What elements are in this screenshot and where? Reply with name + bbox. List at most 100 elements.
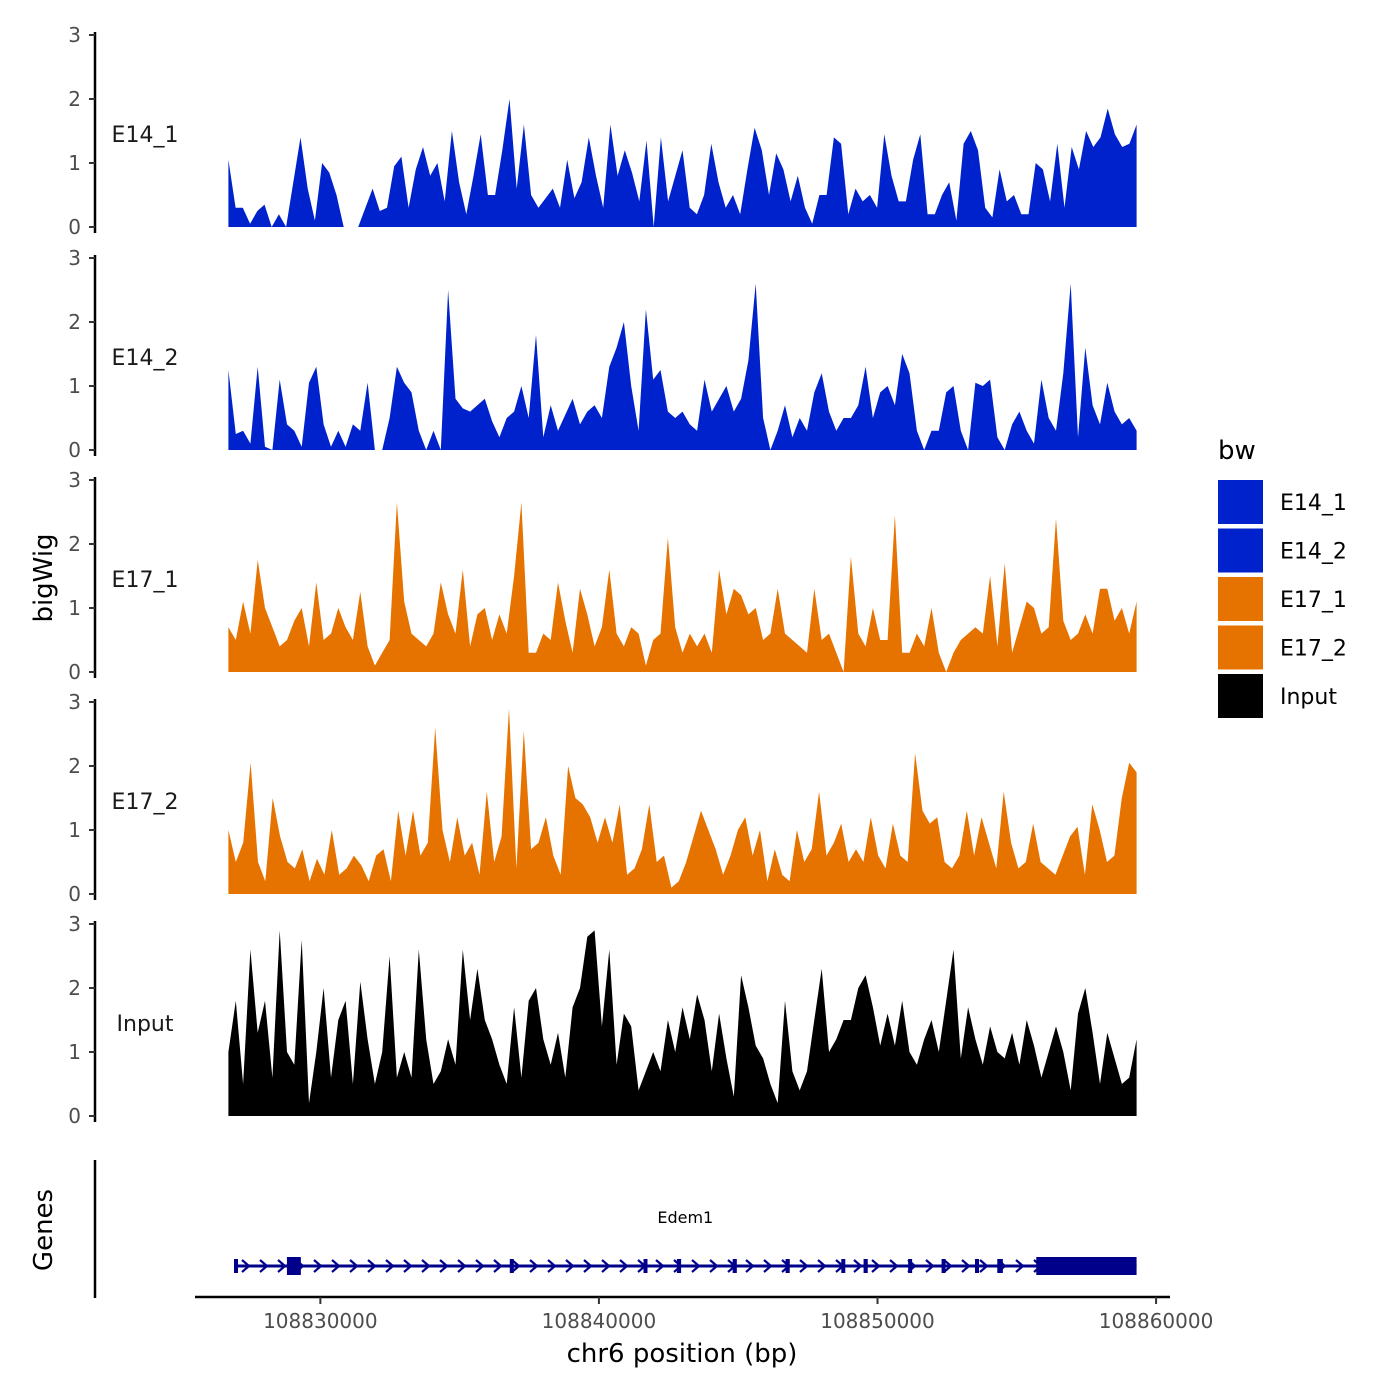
- legend-label-E17_1: E17_1: [1280, 588, 1347, 613]
- strand-arrow: [925, 1259, 935, 1273]
- gene-exon: [841, 1259, 846, 1273]
- strand-arrow: [601, 1259, 611, 1273]
- strand-arrow: [349, 1259, 359, 1273]
- y-tick-label: 0: [68, 1104, 81, 1128]
- strand-arrow: [331, 1259, 341, 1273]
- legend-label-E14_2: E14_2: [1280, 540, 1347, 565]
- x-tick-label: 108850000: [820, 1309, 935, 1333]
- y-tick-label: 0: [68, 438, 81, 462]
- y-tick-label: 0: [68, 660, 81, 684]
- strand-arrow: [511, 1259, 521, 1273]
- strand-arrow: [799, 1259, 809, 1273]
- strand-arrow: [691, 1259, 701, 1273]
- x-tick-label: 108860000: [1099, 1309, 1214, 1333]
- track-label: E17_1: [112, 568, 179, 593]
- x-tick-label: 108830000: [263, 1309, 378, 1333]
- strand-arrow: [745, 1259, 755, 1273]
- coverage-area-E14_1: [228, 99, 1137, 227]
- y-tick-label: 2: [68, 976, 81, 1000]
- legend-swatch-E14_1: [1218, 480, 1263, 524]
- y-axis-title: bigWig: [29, 533, 59, 622]
- y-tick-label: 2: [68, 310, 81, 334]
- legend-label-E17_2: E17_2: [1280, 637, 1347, 662]
- y-tick-label: 2: [68, 754, 81, 778]
- track-E14_2: 0 1 2 3 E14_2: [68, 246, 1137, 462]
- coverage-area-Input: [228, 930, 1137, 1116]
- strand-arrow: [961, 1259, 971, 1273]
- gene-exon: [997, 1259, 1003, 1273]
- y-tick-label: 1: [68, 1040, 81, 1064]
- legend-swatch-E14_2: [1218, 528, 1263, 573]
- coverage-area-E17_2: [228, 708, 1137, 894]
- coverage-area-E17_1: [228, 502, 1137, 672]
- coverage-tracks: 0 1 2 3 E14_1 0 1 2 3 E14_2 0 1 2 3 E17_1 0 1 2 3 E17_2 0 1 2 3…: [68, 23, 1137, 1128]
- track-Input: 0 1 2 3 Input: [68, 912, 1137, 1128]
- strand-arrow: [565, 1259, 575, 1273]
- track-label: E17_2: [112, 790, 179, 815]
- gene-exon: [732, 1259, 737, 1273]
- strand-arrow: [439, 1259, 449, 1273]
- track-label: E14_1: [112, 123, 179, 148]
- strand-arrow: [259, 1259, 269, 1273]
- strand-arrow: [367, 1259, 377, 1273]
- x-axis: 108830000 108840000 108850000 108860000: [195, 1295, 1214, 1333]
- strand-arrow: [313, 1259, 323, 1273]
- gene-track: Edem1: [93, 1160, 1137, 1298]
- y-tick-label: 0: [68, 215, 81, 239]
- strand-arrow: [655, 1259, 665, 1273]
- gene-exon: [863, 1259, 868, 1273]
- legend: bw E14_1 E14_2 E17_1 E17_2 Input: [1218, 436, 1347, 718]
- legend-swatch-E17_2: [1218, 625, 1263, 670]
- strand-arrow: [421, 1259, 431, 1273]
- strand-arrow: [1015, 1259, 1025, 1273]
- gene-label: Edem1: [657, 1208, 713, 1227]
- gene-exon: [941, 1259, 946, 1273]
- gene-exon: [509, 1259, 514, 1273]
- track-label: E14_2: [112, 346, 179, 371]
- strand-arrow: [709, 1259, 719, 1273]
- strand-arrow: [385, 1259, 395, 1273]
- y-tick-label: 0: [68, 882, 81, 906]
- coverage-area-E14_2: [228, 283, 1137, 450]
- gene-Edem1: Edem1: [234, 1208, 1137, 1275]
- legend-swatch-E17_1: [1218, 577, 1263, 621]
- y-tick-label: 1: [68, 374, 81, 398]
- strand-arrow: [889, 1259, 899, 1273]
- strand-arrow: [943, 1259, 953, 1273]
- gene-exon: [643, 1259, 648, 1273]
- strand-arrow: [277, 1259, 287, 1273]
- legend-label-Input: Input: [1280, 685, 1337, 710]
- strand-arrow: [241, 1259, 251, 1273]
- gene-exon: [286, 1257, 301, 1275]
- strand-arrow: [817, 1259, 827, 1273]
- y-tick-label: 3: [68, 246, 81, 270]
- genes-axis-title: Genes: [29, 1189, 59, 1271]
- strand-arrow: [457, 1259, 467, 1273]
- legend-title: bw: [1218, 436, 1256, 466]
- strand-arrow: [493, 1259, 503, 1273]
- track-E14_1: 0 1 2 3 E14_1: [68, 23, 1137, 239]
- strand-arrow: [619, 1259, 629, 1273]
- track-E17_1: 0 1 2 3 E17_1: [68, 468, 1137, 684]
- strand-arrow: [547, 1259, 557, 1273]
- strand-arrow: [475, 1259, 485, 1273]
- strand-arrow: [853, 1259, 863, 1273]
- strand-arrow: [871, 1259, 881, 1273]
- strand-arrow: [979, 1259, 989, 1273]
- y-tick-label: 3: [68, 690, 81, 714]
- legend-swatch-Input: [1218, 674, 1263, 718]
- legend-label-E14_1: E14_1: [1280, 491, 1347, 516]
- gene-exon: [908, 1259, 913, 1273]
- y-tick-label: 1: [68, 818, 81, 842]
- x-tick-label: 108840000: [542, 1309, 657, 1333]
- gene-exon: [785, 1259, 790, 1273]
- y-tick-label: 3: [68, 23, 81, 47]
- gene-exon: [1036, 1257, 1137, 1275]
- y-tick-label: 2: [68, 87, 81, 111]
- track-label: Input: [117, 1012, 174, 1037]
- y-tick-label: 1: [68, 596, 81, 620]
- y-tick-label: 2: [68, 532, 81, 556]
- strand-arrow: [529, 1259, 539, 1273]
- x-axis-title: chr6 position (bp): [567, 1339, 798, 1369]
- gene-exon: [975, 1259, 979, 1273]
